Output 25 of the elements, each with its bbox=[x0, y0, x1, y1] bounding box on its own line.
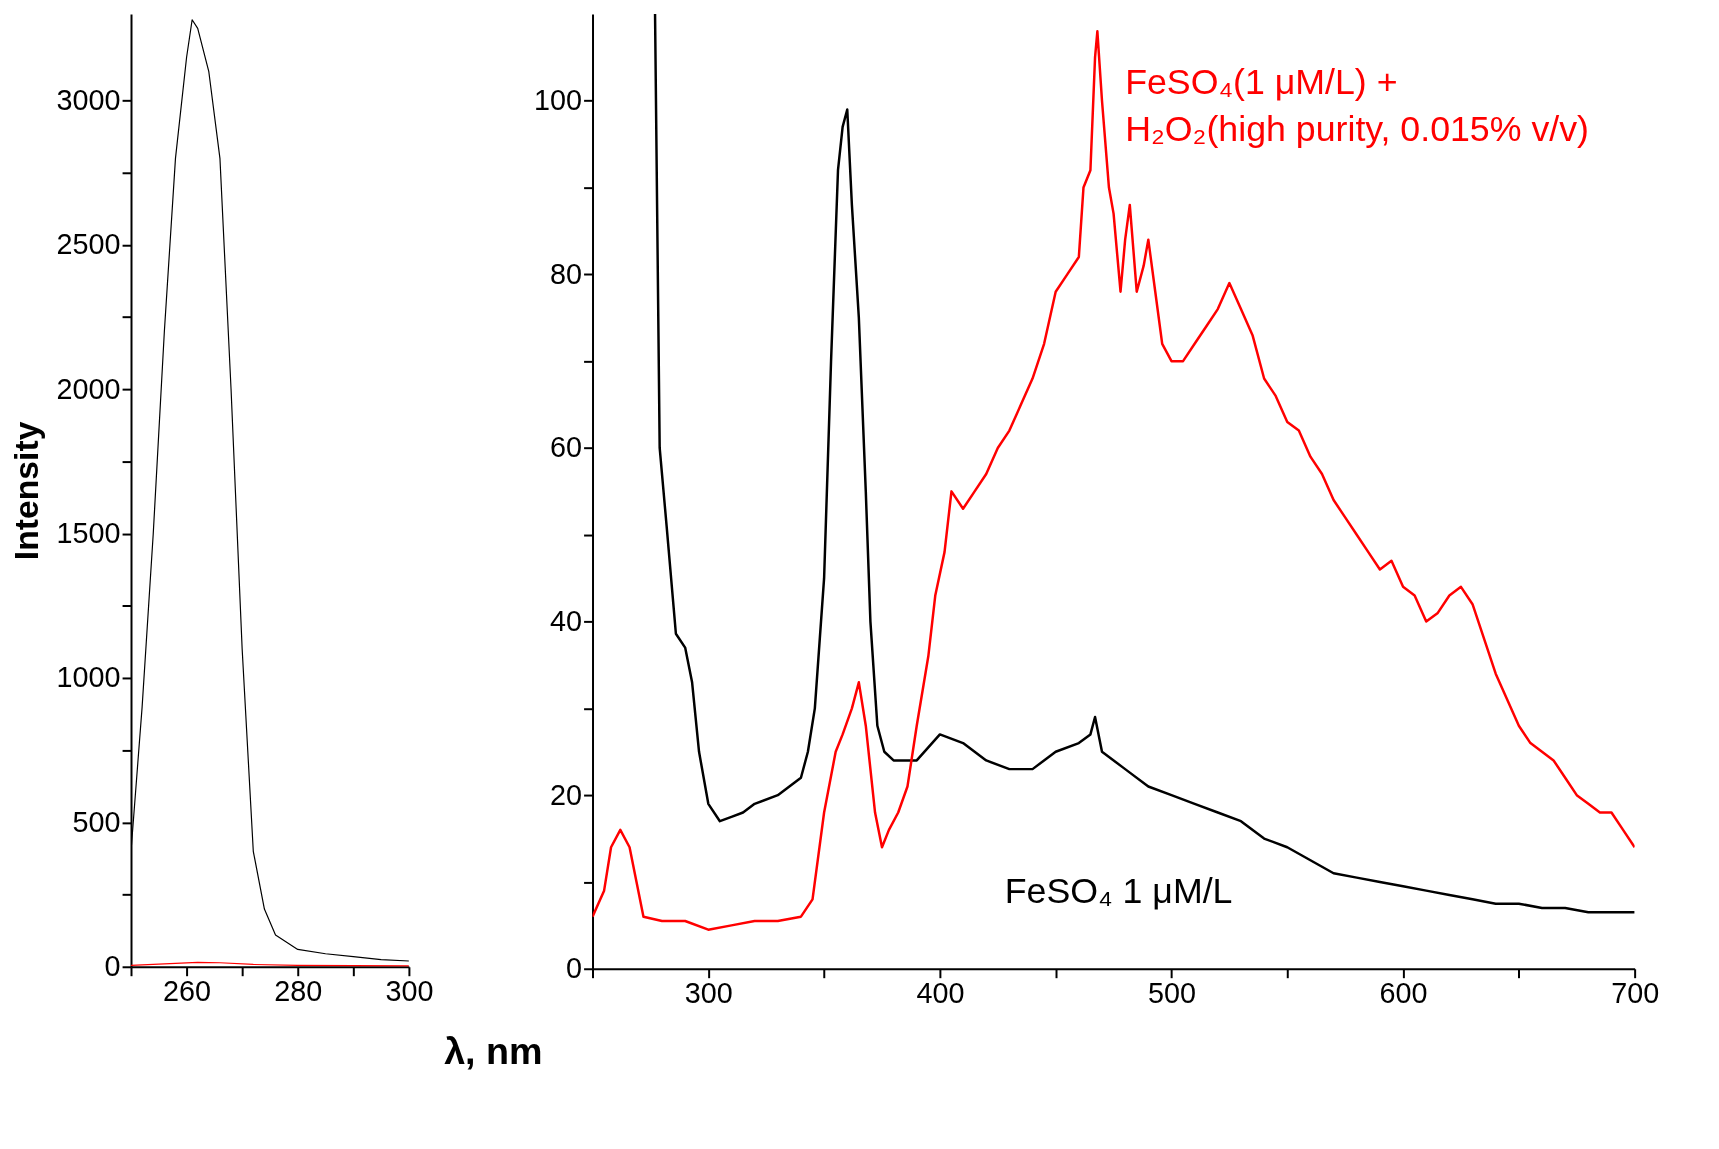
x-tick-label: 700 bbox=[1611, 977, 1660, 1009]
y-tick-label: 500 bbox=[72, 805, 121, 838]
y-tick-label: 20 bbox=[550, 778, 583, 811]
y-tick-label: 80 bbox=[550, 257, 583, 290]
y-tick-label: 60 bbox=[550, 431, 583, 464]
x-tick-label: 400 bbox=[916, 977, 965, 1009]
y-tick-label: 2500 bbox=[56, 228, 121, 261]
y-tick-label: 40 bbox=[550, 604, 583, 637]
x-tick-label: 260 bbox=[163, 975, 212, 1008]
y-tick-label: 1000 bbox=[56, 661, 121, 694]
y-tick-label: 1500 bbox=[56, 517, 121, 550]
series-label: FeSO₄(1 μM/L) + H₂O₂(high purity, 0.015% v/v) bbox=[1125, 61, 1589, 150]
y-tick-label: 3000 bbox=[56, 84, 121, 117]
y-tick-label: 0 bbox=[566, 952, 583, 985]
y-tick-label: 100 bbox=[534, 84, 583, 117]
x-tick-label: 500 bbox=[1147, 977, 1196, 1009]
y-axis-title: Intensity bbox=[6, 421, 45, 561]
x-tick-label: 600 bbox=[1379, 977, 1428, 1009]
x-tick-label: 300 bbox=[385, 975, 434, 1008]
y-tick-label: 0 bbox=[104, 950, 121, 983]
x-tick-label: 280 bbox=[274, 975, 323, 1008]
x-tick-label: 300 bbox=[684, 977, 733, 1009]
y-tick-label: 2000 bbox=[56, 372, 121, 405]
x-axis-title: λ, nm bbox=[444, 1029, 543, 1072]
series-label: FeSO₄ 1 μM/L bbox=[1004, 871, 1233, 912]
